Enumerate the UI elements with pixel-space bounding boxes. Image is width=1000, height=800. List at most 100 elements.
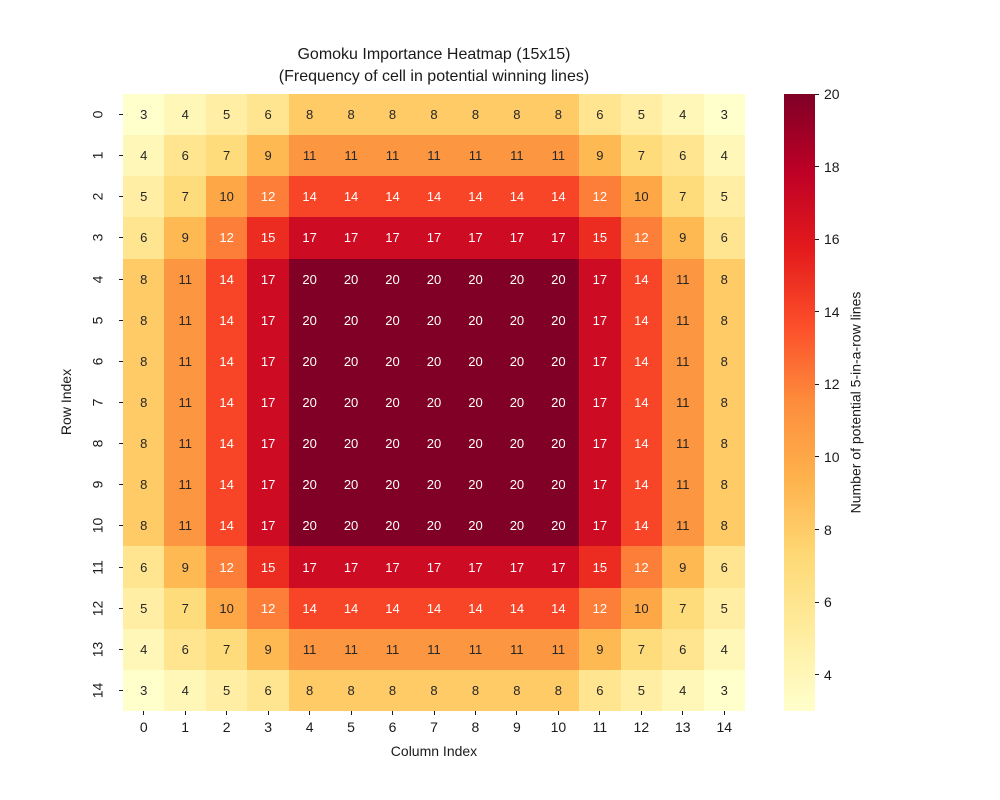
x-tick-mark xyxy=(226,711,228,715)
x-tick-label: 6 xyxy=(388,719,397,735)
colorbar-tick-mark xyxy=(815,238,819,240)
heatmap-cell: 6 xyxy=(247,669,289,711)
heatmap-cell: 11 xyxy=(496,135,538,177)
heatmap-cell: 8 xyxy=(454,94,497,136)
heatmap-cell: 17 xyxy=(413,546,455,588)
heatmap-cell: 14 xyxy=(330,587,372,629)
heatmap-cell: 9 xyxy=(247,135,289,177)
heatmap-cell: 7 xyxy=(662,176,704,218)
heatmap-cell: 11 xyxy=(330,135,372,177)
heatmap-cell: 20 xyxy=(330,340,372,382)
heatmap-cell: 7 xyxy=(205,135,248,177)
x-tick-label: 4 xyxy=(305,719,314,735)
heatmap-cell: 3 xyxy=(703,669,745,711)
heatmap-cell: 17 xyxy=(537,546,580,588)
heatmap-cell: 17 xyxy=(247,299,289,341)
heatmap-cell: 6 xyxy=(123,217,165,259)
heatmap-cell: 17 xyxy=(579,381,621,424)
heatmap-cell: 20 xyxy=(371,423,414,465)
heatmap-cell: 12 xyxy=(247,176,289,218)
x-tick-mark xyxy=(640,711,642,715)
heatmap-cell: 20 xyxy=(330,381,372,424)
heatmap-cell: 4 xyxy=(662,94,704,136)
heatmap-cell: 17 xyxy=(413,217,455,259)
heatmap-cell: 11 xyxy=(164,505,206,547)
heatmap-cell: 17 xyxy=(579,299,621,341)
heatmap-cell: 7 xyxy=(620,135,663,177)
heatmap-cell: 20 xyxy=(288,258,331,300)
heatmap-cell: 4 xyxy=(164,669,206,711)
heatmap-cell: 14 xyxy=(205,299,248,341)
y-tick-label: 6 xyxy=(89,357,106,366)
heatmap-cell: 20 xyxy=(537,505,580,547)
heatmap-cell: 9 xyxy=(662,546,704,588)
x-tick-label: 14 xyxy=(716,719,733,735)
heatmap-cell: 6 xyxy=(579,94,621,136)
chart-title: Gomoku Importance Heatmap (15x15) (Frequ… xyxy=(123,44,745,88)
colorbar-tick-mark xyxy=(815,383,819,385)
x-tick-mark xyxy=(516,711,518,715)
heatmap-cell: 8 xyxy=(454,669,497,711)
heatmap-cell: 5 xyxy=(703,587,745,629)
heatmap-cell: 11 xyxy=(164,258,206,300)
x-tick-label: 7 xyxy=(430,719,438,735)
heatmap-cell: 9 xyxy=(247,628,289,670)
heatmap-cell: 12 xyxy=(247,587,289,629)
heatmap-cell: 8 xyxy=(537,669,580,711)
heatmap-cell: 20 xyxy=(330,258,372,300)
heatmap-cell: 20 xyxy=(454,340,497,382)
heatmap-cell: 20 xyxy=(454,299,497,341)
colorbar-tick-label: 6 xyxy=(824,594,832,611)
heatmap-cell: 5 xyxy=(123,176,165,218)
x-tick-label: 11 xyxy=(592,719,608,735)
heatmap-cell: 8 xyxy=(123,299,165,341)
heatmap-cell: 8 xyxy=(371,94,414,136)
x-tick-mark xyxy=(682,711,684,715)
colorbar-tick-label: 18 xyxy=(824,158,840,175)
heatmap-cell: 20 xyxy=(413,340,455,382)
heatmap-cell: 20 xyxy=(413,258,455,300)
y-tick-label: 10 xyxy=(89,518,106,534)
heatmap-cell: 20 xyxy=(371,258,414,300)
heatmap-cell: 8 xyxy=(123,258,165,300)
heatmap-cell: 11 xyxy=(164,381,206,424)
heatmap-cell: 8 xyxy=(703,423,745,465)
heatmap-cell: 20 xyxy=(371,505,414,547)
heatmap-cell: 17 xyxy=(371,217,414,259)
heatmap-cell: 8 xyxy=(288,669,331,711)
heatmap-cell: 17 xyxy=(288,217,331,259)
heatmap-cell: 4 xyxy=(164,94,206,136)
x-tick-label: 1 xyxy=(181,719,190,735)
heatmap-cell: 8 xyxy=(123,505,165,547)
heatmap-cell: 9 xyxy=(662,217,704,259)
heatmap-cell: 17 xyxy=(537,217,580,259)
colorbar-tick-label: 4 xyxy=(824,666,832,683)
heatmap-cell: 10 xyxy=(205,176,248,218)
heatmap-cell: 11 xyxy=(662,381,704,424)
colorbar-tick-mark xyxy=(815,674,819,676)
heatmap-cell: 8 xyxy=(123,423,165,465)
heatmap-cell: 9 xyxy=(164,546,206,588)
heatmap-cell: 11 xyxy=(454,628,497,670)
heatmap-cell: 8 xyxy=(703,381,745,424)
heatmap-cell: 12 xyxy=(205,217,248,259)
colorbar-tick-label: 20 xyxy=(824,86,840,102)
heatmap-cell: 14 xyxy=(371,587,414,629)
heatmap-cell: 20 xyxy=(496,423,538,465)
heatmap-cell: 20 xyxy=(371,340,414,382)
heatmap-cell: 20 xyxy=(288,505,331,547)
heatmap-cell: 8 xyxy=(703,505,745,547)
heatmap-cell: 5 xyxy=(123,587,165,629)
x-tick-mark xyxy=(599,711,601,715)
colorbar-tick-mark xyxy=(815,93,819,95)
heatmap-cell: 8 xyxy=(496,669,538,711)
y-tick-label: 4 xyxy=(89,275,106,283)
x-tick-mark xyxy=(350,711,352,715)
heatmap-cell: 17 xyxy=(247,464,289,506)
heatmap-cell: 11 xyxy=(164,340,206,382)
heatmap-cell: 14 xyxy=(620,464,663,506)
heatmap-cell: 14 xyxy=(330,176,372,218)
heatmap-cell: 3 xyxy=(703,94,745,136)
heatmap-cell: 11 xyxy=(662,464,704,506)
y-tick-label: 0 xyxy=(89,110,106,119)
